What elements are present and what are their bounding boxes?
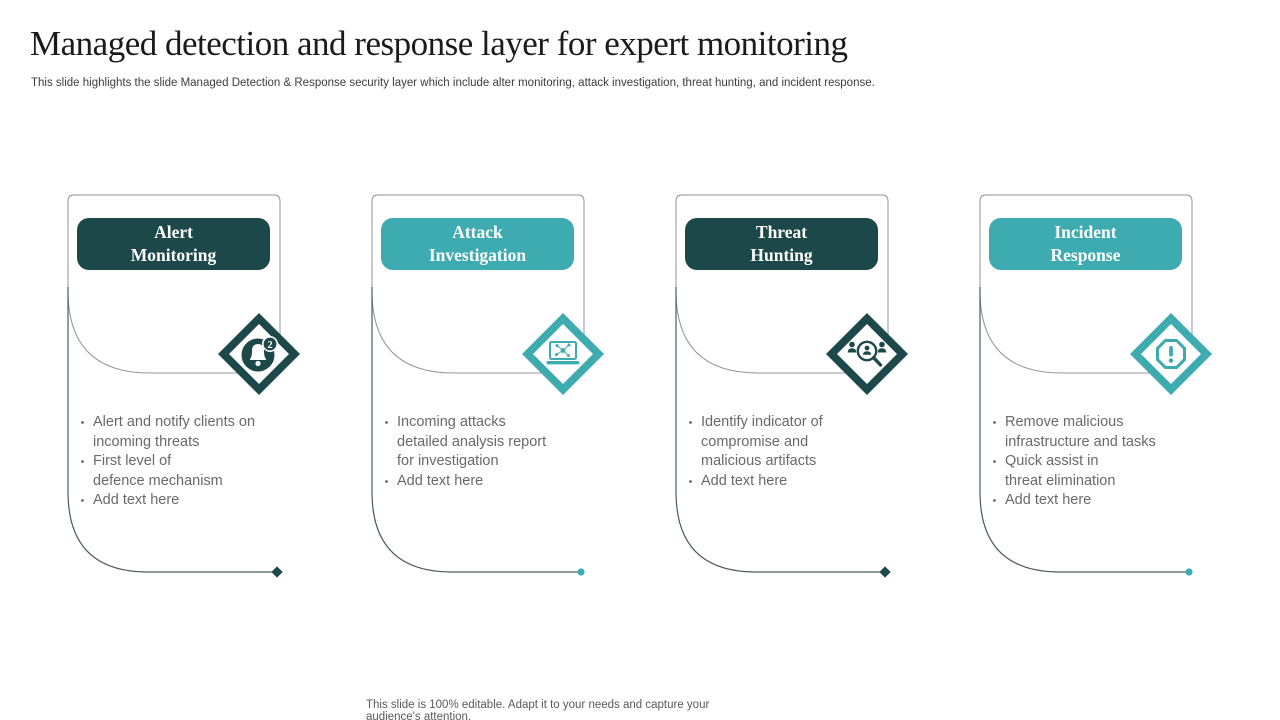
column-attack-investigation: Attack Investigation Incoming attacks de… [366,192,606,592]
column-graphic [675,194,908,578]
bullet-dot-icon [76,452,93,491]
bullet-dot-icon [76,413,93,452]
flow-line [675,287,882,573]
bullet-dot-icon [988,413,1005,452]
slide-subtitle: This slide highlights the slide Managed … [31,77,875,89]
list-item: Remove malicious infrastructure and task… [988,413,1202,452]
people-search-icon [826,313,908,395]
list-item: Alert and notify clients on incoming thr… [76,413,290,452]
footer-note: This slide is 100% editable. Adapt it to… [366,699,710,720]
card-outline [979,194,1193,374]
flow-end-marker [879,566,891,578]
list-item: Add text here [988,491,1202,511]
flow-end-marker [1185,568,1193,576]
list-item: Add text here [684,472,898,492]
bullet-dot-icon [684,413,701,472]
bullet-dot-icon [380,413,397,472]
bullet-dot-icon [988,452,1005,491]
badge-count: 2 [267,340,272,351]
flow-line [979,287,1186,573]
column-graphic [979,194,1212,576]
bullet-list: Incoming attacks detailed analysis repor… [380,413,594,491]
list-item: First level of defence mechanism [76,452,290,491]
list-item: Add text here [380,472,594,492]
header-alert-monitoring: Alert Monitoring [77,218,270,270]
column-graphic: 2 [67,194,300,578]
bullet-dot-icon [380,472,397,492]
bell-notification-icon: 2 [218,313,300,395]
laptop-analysis-icon [522,313,604,395]
flow-end-marker [271,566,283,578]
bullet-dot-icon [76,491,93,511]
column-graphic [371,194,604,576]
card-outline [67,194,281,374]
page-title: Managed detection and response layer for… [30,24,848,63]
card-outline [371,194,585,374]
list-item: Incoming attacks detailed analysis repor… [380,413,594,472]
list-item: Identify indicator of compromise and mal… [684,413,898,472]
bullet-list: Remove malicious infrastructure and task… [988,413,1202,511]
bullet-list: Alert and notify clients on incoming thr… [76,413,290,511]
bullet-list: Identify indicator of compromise and mal… [684,413,898,491]
column-threat-hunting: Threat Hunting Identify indicator of com… [670,192,910,592]
card-outline [675,194,889,374]
list-item: Quick assist in threat elimination [988,452,1202,491]
column-alert-monitoring: 2 Alert Monitoring Alert and notify clie… [62,192,302,592]
column-incident-response: Incident Response Remove malicious infra… [974,192,1214,592]
bullet-dot-icon [988,491,1005,511]
list-item: Add text here [76,491,290,511]
alert-octagon-icon [1130,313,1212,395]
header-incident-response: Incident Response [989,218,1182,270]
flow-line [371,287,578,573]
header-threat-hunting: Threat Hunting [685,218,878,270]
flow-line [67,287,274,573]
bullet-dot-icon [684,472,701,492]
flow-end-marker [577,568,585,576]
header-attack-investigation: Attack Investigation [381,218,574,270]
